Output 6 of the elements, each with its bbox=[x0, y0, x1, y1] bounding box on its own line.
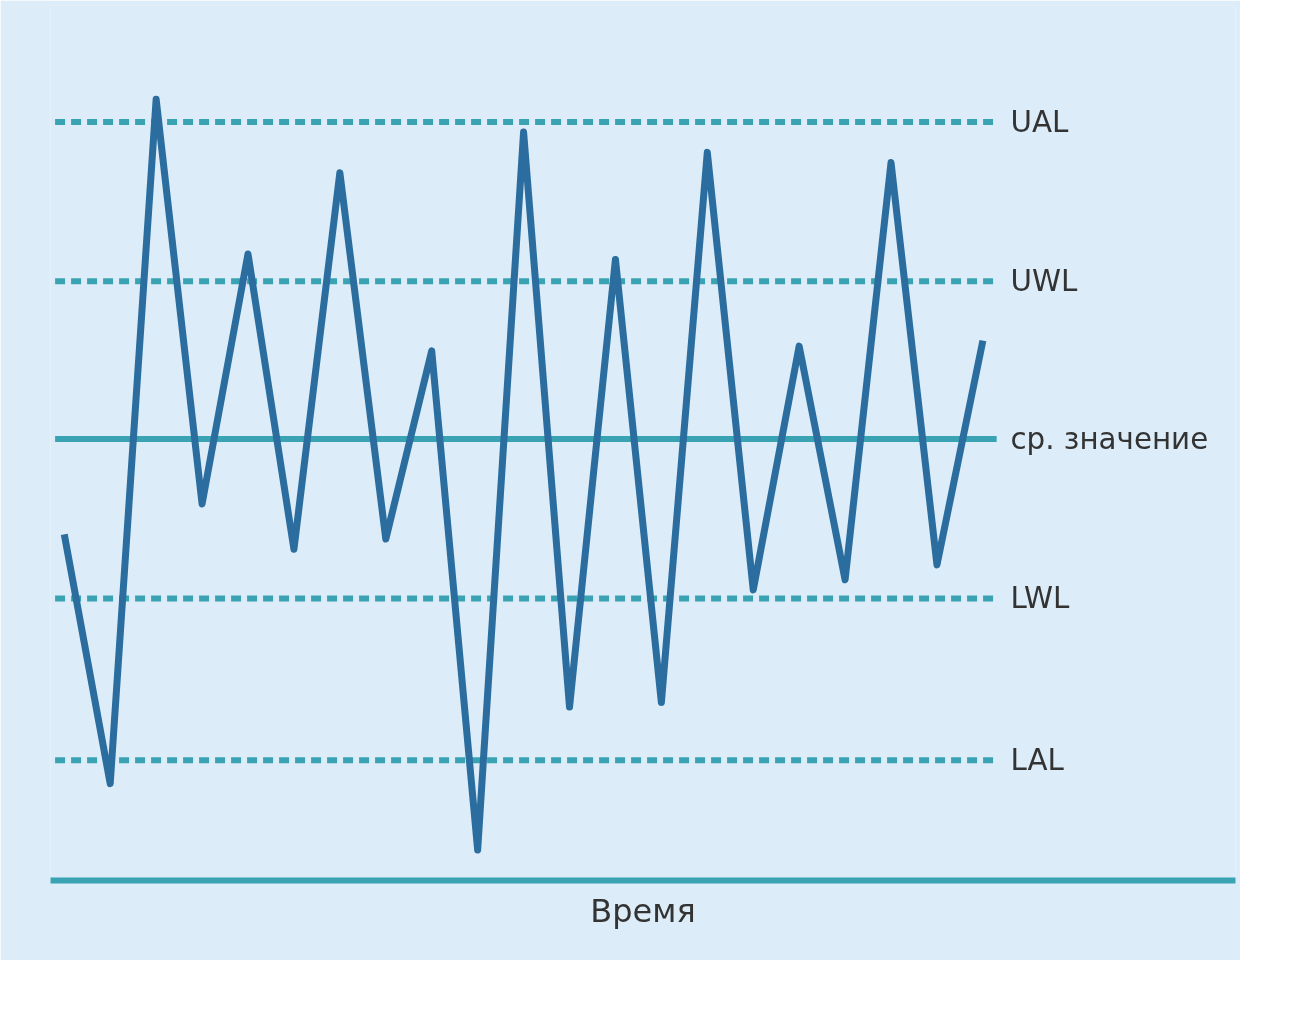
ref-line-label: LWL bbox=[1010, 581, 1071, 616]
ref-line-label: UWL bbox=[1010, 264, 1078, 299]
ref-line-label: LAL bbox=[1010, 743, 1065, 778]
x-axis-title: Время bbox=[590, 891, 696, 930]
ref-line-label: ср. значение bbox=[1010, 422, 1209, 457]
ref-line-label: UAL bbox=[1010, 104, 1069, 139]
